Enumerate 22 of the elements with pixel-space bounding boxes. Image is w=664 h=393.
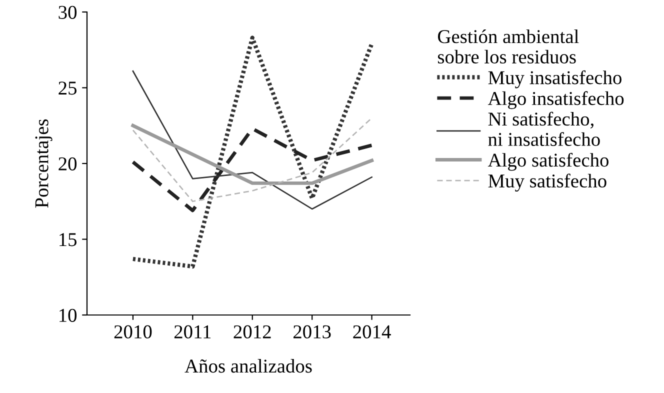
legend-title: Gestión ambiental sobre los residuos: [438, 29, 579, 64]
x-axis-title: Años analizados: [184, 359, 312, 373]
x-tick-label: 2011: [174, 325, 211, 338]
y-axis-title: Porcentajes: [35, 119, 52, 208]
line-series: [131, 126, 374, 212]
y-tick-label: 15: [60, 233, 77, 246]
y-tick-label: 20: [58, 157, 77, 170]
y-tick-label: 25: [58, 82, 77, 95]
line-series: [131, 124, 374, 185]
y-tick-label: 10: [60, 308, 77, 322]
x-tick-label: 2012: [234, 325, 271, 338]
x-tick-label: 2013: [293, 325, 331, 338]
line-series: [132, 117, 372, 202]
legend-label: Algo satisfecho: [488, 152, 609, 171]
x-tick-label: 2010: [114, 325, 152, 338]
x-tick-label: 2014: [353, 325, 391, 338]
y-tick-label: 30: [58, 6, 77, 19]
line-series: [130, 36, 374, 269]
legend-label: Ni satisfecho, ni insatisfecho: [488, 112, 600, 146]
legend-label: Muy satisfecho: [488, 174, 606, 192]
legend-label: Algo insatisfecho: [488, 91, 624, 110]
legend-label: Muy insatisfecho: [488, 70, 622, 88]
